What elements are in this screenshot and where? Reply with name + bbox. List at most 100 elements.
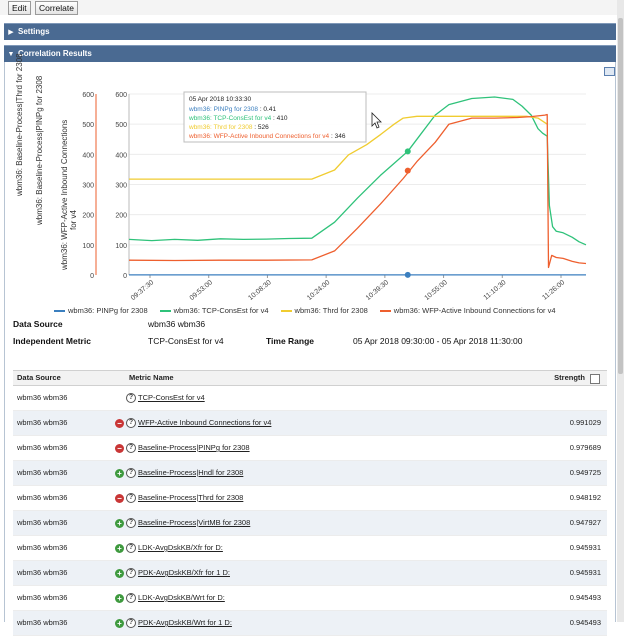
row-metric: +? PDK-AvgDskKB/Xfr for 1 D:	[115, 561, 230, 585]
metric-link[interactable]: LDK-AvgDskKB/Xfr for D:	[138, 543, 223, 552]
strength-checkbox[interactable]	[590, 374, 600, 384]
settings-panel-header[interactable]: ▶ Settings	[4, 23, 616, 40]
x-tick-label: 10:08:30	[247, 279, 272, 300]
remove-icon[interactable]: −	[115, 493, 124, 503]
help-icon[interactable]: ?	[126, 618, 136, 629]
col-data-source[interactable]: Data Source	[17, 373, 61, 382]
metric-link[interactable]: PDK-AvgDskKB/Xfr for 1 D:	[138, 568, 230, 577]
remove-icon[interactable]: −	[115, 443, 124, 453]
metric-link[interactable]: Baseline-Process|Hndl for 2308	[138, 468, 244, 477]
row-metric: −? Baseline-Process|PINPg for 2308	[115, 436, 250, 460]
add-icon[interactable]: +	[115, 518, 124, 528]
results-panel-header[interactable]: ▼ Correlation Results	[4, 45, 616, 62]
metric-link[interactable]: LDK-AvgDskKB/Wrt for D:	[138, 593, 225, 602]
row-metric: ? TCP-ConsEst for v4	[115, 386, 205, 410]
row-strength: 0.949725	[569, 468, 601, 477]
settings-title: Settings	[18, 27, 50, 36]
help-icon[interactable]: ?	[126, 493, 136, 504]
legend-label: wbm36: PINPg for 2308	[68, 306, 148, 315]
help-icon[interactable]: ?	[126, 593, 136, 604]
add-icon[interactable]: +	[115, 618, 124, 628]
help-icon[interactable]: ?	[126, 518, 136, 529]
chevron-down-icon: ▼	[7, 51, 15, 58]
chart-tooltip	[183, 91, 367, 143]
tooltip-row: wbm36: TCP-ConsEst for v4 : 410	[188, 115, 288, 122]
row-metric: +? Baseline-Process|Hndl for 2308	[115, 461, 243, 485]
y-tick-label: 100	[115, 243, 127, 250]
help-icon[interactable]: ?	[126, 393, 136, 404]
table-header: Data Source Metric Name Strength	[13, 370, 607, 386]
row-data-source: wbm36 wbm36	[17, 593, 68, 602]
row-metric: −? WFP-Active Inbound Connections for v4	[115, 411, 271, 435]
row-data-source: wbm36 wbm36	[17, 543, 68, 552]
table-row[interactable]: wbm36 wbm36 −? Baseline-Process|Thrd for 2…	[13, 486, 607, 511]
row-data-source: wbm36 wbm36	[17, 618, 68, 627]
table-row[interactable]: wbm36 wbm36 +? PDK-AvgDskKB/Wrt for 1 D: 0.…	[13, 611, 607, 636]
add-icon[interactable]: +	[115, 543, 124, 553]
y-tick-label-left: 400	[82, 152, 94, 159]
row-metric: +? PDK-AvgDskKB/Wrt for 1 D:	[115, 611, 232, 635]
help-icon[interactable]: ?	[126, 543, 136, 554]
row-data-source: wbm36 wbm36	[17, 518, 68, 527]
data-source-label: Data Source	[13, 319, 63, 329]
row-strength: 0.948192	[569, 493, 601, 502]
table-row[interactable]: wbm36 wbm36 +? Baseline-Process|Hndl for 2…	[13, 461, 607, 486]
toolbar: Edit Correlate	[0, 0, 624, 15]
legend-item[interactable]: wbm36: WFP-Active Inbound Connections fo…	[379, 306, 556, 315]
table-row[interactable]: wbm36 wbm36 +? Baseline-Process|VirtMB for…	[13, 511, 607, 536]
series-line-3[interactable]	[128, 113, 587, 269]
series-line-1[interactable]	[128, 96, 587, 246]
x-tick-label: 09:37:30	[130, 279, 155, 300]
table-row[interactable]: wbm36 wbm36 −? Baseline-Process|PINPg for …	[13, 436, 607, 461]
metric-link[interactable]: PDK-AvgDskKB/Wrt for 1 D:	[138, 618, 232, 627]
y-tick-label: 500	[115, 122, 127, 129]
y-tick-label-left: 100	[82, 243, 94, 250]
add-icon[interactable]: +	[115, 468, 124, 478]
x-tick-label: 10:39:30	[365, 279, 390, 300]
correlation-chart[interactable]: 0 0 100 100 200 200 300 300 400 400 500 500 600 600 09…	[0, 0, 624, 300]
scrollbar-thumb[interactable]	[618, 18, 623, 374]
help-icon[interactable]: ?	[126, 468, 136, 479]
row-strength: 0.991029	[569, 418, 601, 427]
x-tick-label: 10:24:00	[306, 279, 331, 300]
results-title: Correlation Results	[18, 49, 92, 58]
y-tick-label: 300	[115, 183, 127, 190]
col-metric-name[interactable]: Metric Name	[129, 373, 174, 382]
chart-legend: wbm36: PINPg for 2308 wbm36: TCP-ConsEst …	[54, 306, 568, 318]
metric-link[interactable]: Baseline-Process|Thrd for 2308	[138, 493, 244, 502]
correlate-button[interactable]: Correlate	[35, 1, 78, 15]
results-table: Data Source Metric Name Strength wbm36 w…	[13, 370, 607, 636]
table-row[interactable]: wbm36 wbm36? TCP-ConsEst for v4	[13, 386, 607, 411]
help-icon[interactable]: ?	[126, 418, 136, 429]
row-strength: 0.947927	[569, 518, 601, 527]
table-row[interactable]: wbm36 wbm36 −? WFP-Active Inbound Connecti…	[13, 411, 607, 436]
y-tick-label-left: 600	[82, 92, 94, 99]
tooltip-title: 05 Apr 2018 10:33:30	[189, 96, 252, 103]
independent-metric-label: Independent Metric	[13, 336, 91, 346]
panel-frame-right	[615, 62, 616, 622]
metric-link[interactable]: TCP-ConsEst for v4	[138, 393, 205, 402]
table-row[interactable]: wbm36 wbm36 +? LDK-AvgDskKB/Xfr for D: 0.94…	[13, 536, 607, 561]
legend-item[interactable]: wbm36: Thrd for 2308	[280, 306, 368, 315]
remove-icon[interactable]: −	[115, 418, 124, 428]
col-strength[interactable]: Strength	[554, 373, 585, 382]
row-data-source: wbm36 wbm36	[17, 568, 68, 577]
table-row[interactable]: wbm36 wbm36 +? PDK-AvgDskKB/Xfr for 1 D: 0.…	[13, 561, 607, 586]
series-line-2[interactable]	[129, 115, 548, 180]
help-icon[interactable]: ?	[126, 568, 136, 579]
tooltip-row: wbm36: WFP-Active Inbound Connections fo…	[188, 133, 346, 140]
metric-link[interactable]: Baseline-Process|VirtMB for 2308	[138, 518, 251, 527]
table-row[interactable]: wbm36 wbm36 +? LDK-AvgDskKB/Wrt for D: 0.94…	[13, 586, 607, 611]
x-tick-label: 10:55:00	[423, 279, 448, 300]
metric-link[interactable]: WFP-Active Inbound Connections for v4	[138, 418, 272, 427]
chevron-right-icon: ▶	[8, 29, 14, 36]
help-icon[interactable]: ?	[126, 443, 136, 454]
legend-item[interactable]: wbm36: PINPg for 2308	[54, 306, 148, 315]
edit-button[interactable]: Edit	[8, 1, 31, 15]
legend-item[interactable]: wbm36: TCP-ConsEst for v4	[159, 306, 269, 315]
legend-label: wbm36: Thrd for 2308	[294, 306, 368, 315]
add-icon[interactable]: +	[115, 568, 124, 578]
export-icon[interactable]	[604, 67, 615, 76]
metric-link[interactable]: Baseline-Process|PINPg for 2308	[138, 443, 250, 452]
add-icon[interactable]: +	[115, 593, 124, 603]
